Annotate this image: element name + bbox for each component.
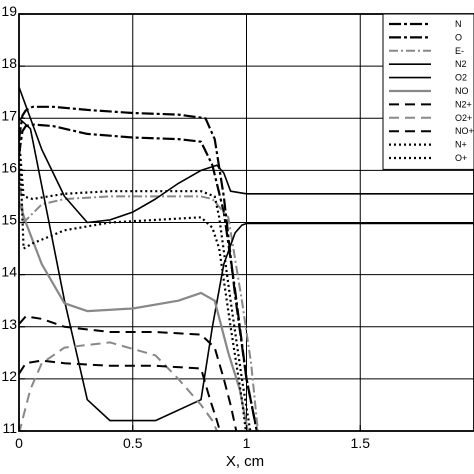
legend-label: O [455, 32, 462, 42]
y-tick-label: 14 [1, 264, 17, 280]
axis-ticks: 0 0.5 1 1.5 11 12 13 14 15 16 17 18 19 [1, 3, 370, 451]
x-tick-label: 0.5 [123, 435, 143, 451]
legend: NO E- N2 O2 NO N2+ O2+ NO+ N+ O+ [382, 13, 474, 170]
series-line-no- [19, 359, 222, 431]
x-axis-label: X, cm [226, 453, 264, 470]
series-line-o2- [19, 341, 219, 431]
y-tick-label: 13 [1, 316, 17, 332]
x-tick-label: 1 [243, 435, 251, 451]
y-tick-label: 11 [2, 420, 17, 436]
legend-label: E- [455, 46, 464, 56]
y-tick-label: 18 [1, 55, 17, 71]
series-line-n2- [19, 315, 238, 431]
legend-label: O+ [455, 153, 467, 163]
legend-label: NO+ [455, 126, 474, 136]
legend-label: N [455, 19, 462, 29]
legend-label: NO [455, 86, 469, 96]
series-lines [19, 86, 474, 431]
x-tick-label: 0 [15, 435, 23, 451]
legend-label: N2+ [455, 99, 472, 109]
y-tick-label: 19 [1, 3, 17, 19]
y-tick-label: 17 [1, 107, 17, 123]
legend-label: N+ [455, 140, 467, 150]
series-line-n- [19, 139, 252, 431]
y-tick-label: 16 [1, 159, 17, 175]
series-line-o- [19, 128, 247, 431]
y-tick-label: 12 [1, 368, 17, 384]
y-tick-label: 15 [1, 212, 17, 228]
series-line-no [19, 201, 249, 431]
series-line-o2 [19, 117, 474, 422]
series-line-n2 [19, 86, 474, 224]
legend-label: O2+ [455, 113, 472, 123]
legend-label: N2 [455, 59, 467, 69]
legend-label: O2 [455, 73, 467, 83]
series-line-e- [19, 170, 259, 431]
x-tick-label: 1.5 [351, 435, 371, 451]
